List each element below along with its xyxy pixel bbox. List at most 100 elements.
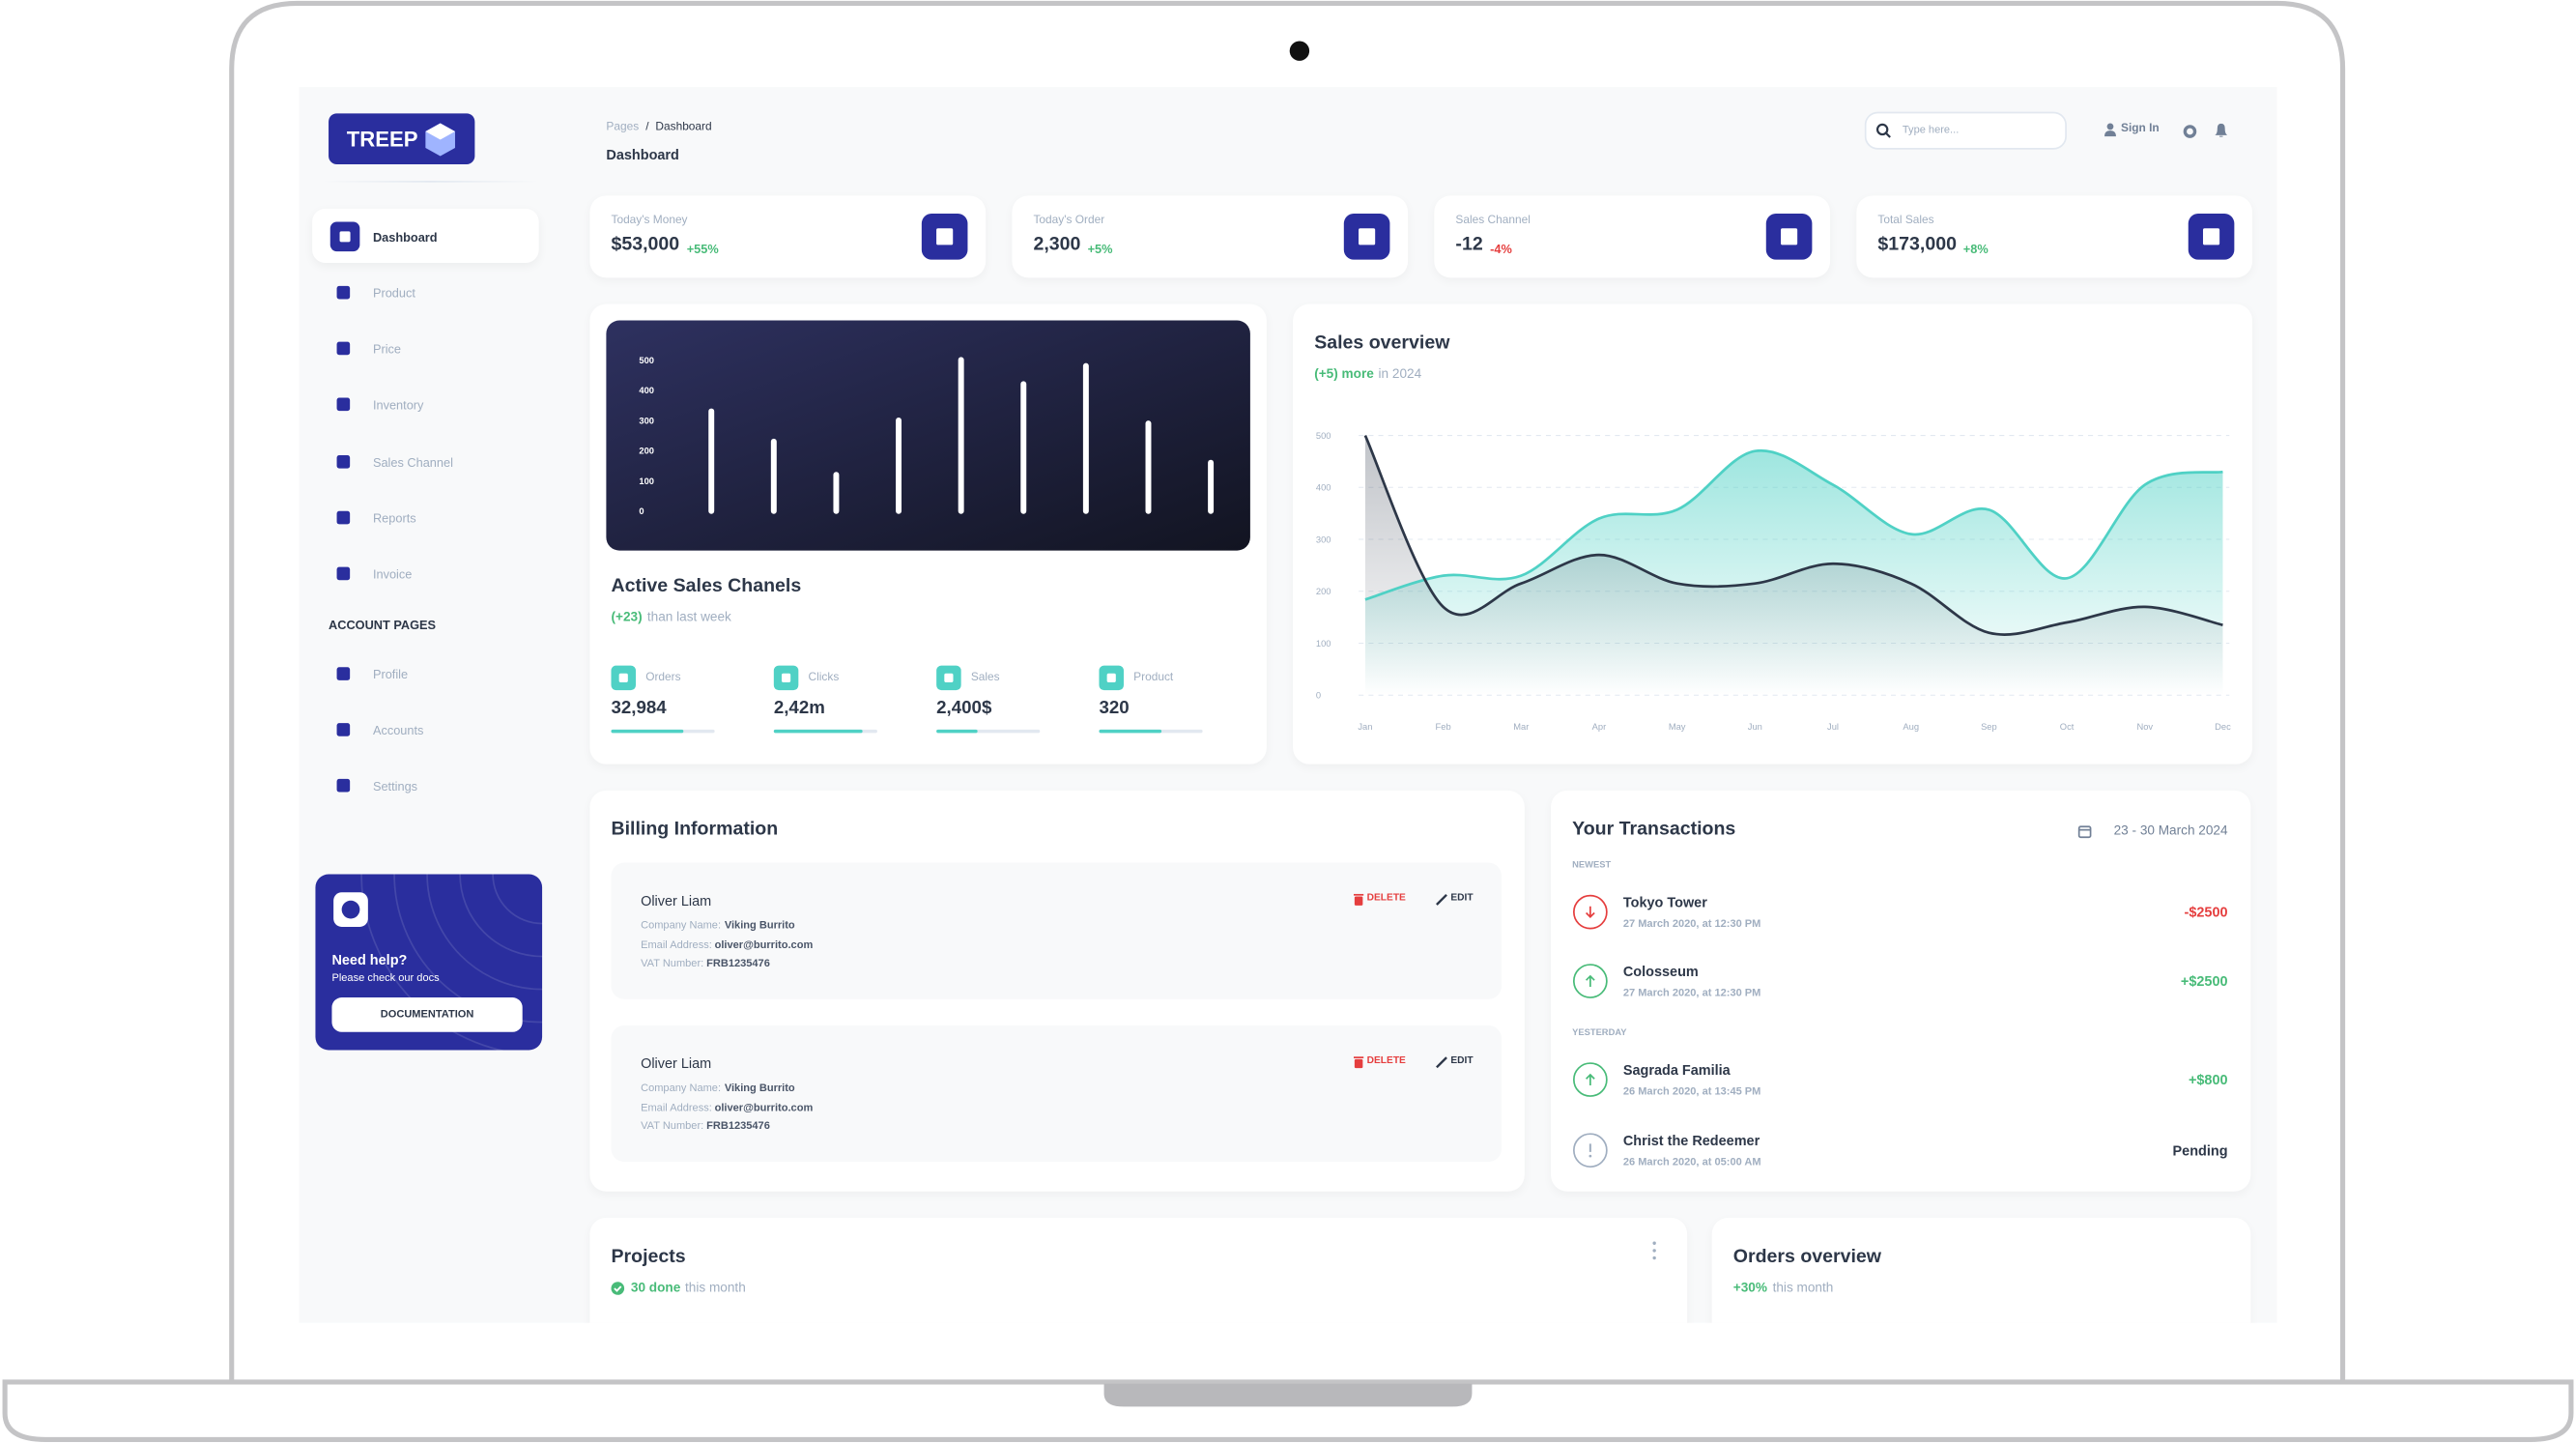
nav-item[interactable]: Accounts	[372, 722, 424, 737]
icon-arrow	[1585, 974, 1595, 988]
stat-value: $173,000	[1877, 235, 1957, 255]
metric-value: 2,42m	[773, 699, 825, 719]
billing-name: Oliver Liam	[641, 1054, 712, 1072]
stat-label: Total Sales	[1877, 215, 1934, 227]
icon-ring	[1572, 1133, 1608, 1169]
nav-icon	[336, 397, 351, 412]
chart-subtitle: than last week	[646, 610, 731, 625]
edit-icon	[1436, 1056, 1447, 1069]
y-tick-label: 300	[1316, 534, 1331, 544]
billing-name: Oliver Liam	[641, 892, 712, 909]
help-button[interactable]	[331, 997, 523, 1032]
transaction-amount: +$800	[2188, 1071, 2228, 1088]
orders-card	[1711, 1217, 2251, 1323]
breadcrumb-separator: /	[645, 121, 649, 133]
metric-progress	[773, 729, 862, 734]
nav-item[interactable]: Price	[372, 340, 402, 357]
nav-item[interactable]: Product	[372, 284, 415, 301]
x-tick-label: Feb	[1436, 722, 1451, 732]
bell	[2215, 123, 2228, 137]
orders-suffix: this month	[1772, 1280, 1834, 1296]
projects-done: 30 done	[630, 1280, 681, 1296]
settings-icon	[2183, 125, 2197, 138]
edit-button[interactable]: EDIT	[1450, 1056, 1474, 1068]
group-label: NEWEST	[1572, 860, 1612, 871]
nav-icon	[336, 566, 351, 581]
nav-item[interactable]: Settings	[372, 778, 418, 794]
nav-item[interactable]: Sales Channel	[372, 454, 453, 470]
trash	[1354, 896, 1363, 906]
x-tick-label: Aug	[1903, 722, 1919, 732]
billing-entry	[611, 862, 1503, 999]
stat-card	[589, 195, 987, 278]
brand: TREEP	[346, 127, 418, 152]
nav-glyph	[336, 510, 351, 525]
page-title: Dashboard	[606, 146, 679, 163]
nav-icon	[336, 285, 351, 300]
y-tick-label: 200	[1316, 587, 1331, 596]
nav-glyph	[336, 723, 351, 736]
y-tick-label: 100	[639, 476, 654, 486]
nav-glyph	[336, 285, 351, 300]
icon-arrow	[1585, 1073, 1595, 1086]
nav-glyph	[336, 341, 351, 356]
x-tick-label: Mar	[1513, 722, 1529, 732]
nav-item[interactable]: Dashboard	[372, 229, 438, 245]
sign-in[interactable]: Sign In	[2121, 123, 2160, 135]
nav-icon	[336, 723, 351, 736]
help-button-label: DOCUMENTATION	[380, 1009, 474, 1022]
nav-item[interactable]: Invoice	[372, 565, 413, 582]
stat-label: Sales Channel	[1455, 215, 1531, 227]
y-tick-label: 200	[639, 447, 654, 456]
nav-glyph	[336, 778, 351, 793]
stat-value: $53,000	[611, 235, 680, 255]
nav-icon	[336, 341, 351, 356]
y-tick-label: 0	[1316, 691, 1321, 701]
nav-item[interactable]: Profile	[372, 666, 409, 681]
laptop-base	[2, 1379, 2574, 1442]
metric-value: 2,400$	[936, 699, 992, 719]
help-icon-dot	[341, 900, 360, 919]
billing-field-label: VAT Number:	[641, 1120, 704, 1133]
orders-change: +30%	[1732, 1280, 1767, 1296]
transaction-name: Colosseum	[1622, 963, 1699, 980]
gear	[2183, 125, 2197, 138]
transaction-date: 26 March 2020, at 13:45 PM	[1622, 1086, 1761, 1098]
pencil	[1436, 893, 1447, 906]
billing-field-label: Email Address:	[641, 939, 712, 952]
x-tick-label: May	[1669, 722, 1686, 732]
trash	[1354, 1058, 1363, 1069]
search-box[interactable]	[1864, 111, 2067, 150]
transaction-date: 26 March 2020, at 05:00 AM	[1622, 1157, 1761, 1169]
breadcrumb-parent: Pages	[606, 121, 640, 133]
cal	[2077, 825, 2092, 839]
hex-face	[425, 123, 455, 140]
metric-track	[936, 729, 1041, 734]
kebab-dot	[1652, 1249, 1656, 1253]
bar-chart-bg	[606, 320, 1250, 551]
edit-icon	[1436, 893, 1447, 906]
projects-card	[589, 1217, 1688, 1323]
help-icon	[333, 892, 368, 927]
trash-lid	[1354, 1056, 1364, 1058]
chart-title: Sales overview	[1314, 333, 1450, 354]
laptop-notch	[1103, 1383, 1473, 1407]
nav-item[interactable]: Reports	[372, 509, 416, 526]
trash-lid	[1354, 893, 1364, 896]
kebab-menu[interactable]	[1651, 1241, 1658, 1260]
search-placeholder: Type here...	[1902, 125, 1960, 137]
user-icon	[2104, 123, 2116, 137]
stat-change: -4%	[1490, 241, 1512, 256]
transaction-amount: +$2500	[2180, 972, 2228, 990]
camera	[1289, 41, 1310, 61]
y-tick-label: 400	[1316, 483, 1331, 493]
billing-field-value: oliver@burrito.com	[714, 939, 814, 952]
metric-label: Clicks	[808, 672, 840, 683]
nav-item[interactable]: Inventory	[372, 396, 424, 412]
delete-button[interactable]: DELETE	[1366, 894, 1406, 905]
card-title: Your Transactions	[1572, 820, 1736, 840]
edit-button[interactable]: EDIT	[1450, 894, 1474, 905]
delete-button[interactable]: DELETE	[1366, 1056, 1406, 1068]
chart-title: Active Sales Chanels	[611, 576, 802, 597]
stat-icon	[1765, 214, 1813, 260]
